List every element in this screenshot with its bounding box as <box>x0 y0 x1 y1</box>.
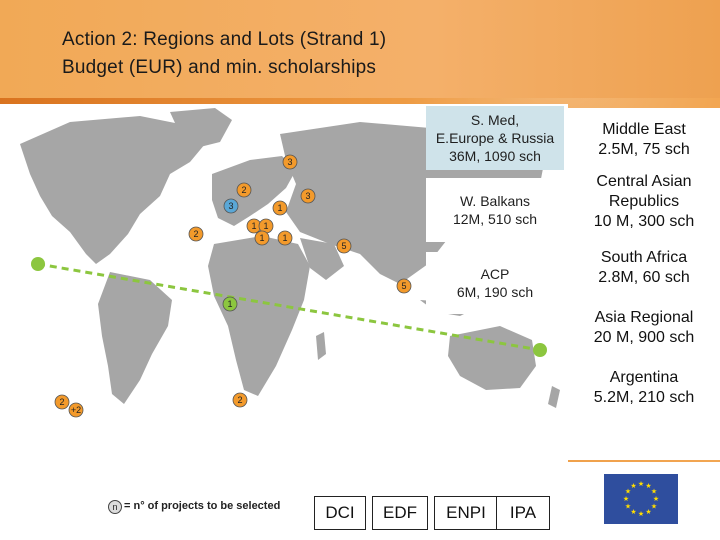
region-line: W. Balkans <box>459 193 531 209</box>
region-line: 36M, 1090 sch <box>449 148 541 164</box>
project-count-label: +2 <box>71 405 81 415</box>
eu-star-icon: ★ <box>645 482 651 490</box>
region-line: Republics <box>608 193 680 210</box>
region-box-smed: S. Med, E.Europe & Russia 36M, 1090 sch <box>426 106 564 170</box>
project-count-label: 2 <box>59 397 64 407</box>
project-count-label: 1 <box>259 233 264 243</box>
instrument-ipa: IPA <box>496 496 550 530</box>
eu-stars-icon: ★ ★★★★★★★★★★★ <box>623 480 659 518</box>
project-count-marker <box>232 392 248 408</box>
madagascar-shape <box>316 332 326 360</box>
project-count-label: 5 <box>341 241 346 251</box>
instrument-edf: EDF <box>372 496 428 530</box>
region-line: ACP <box>480 266 510 282</box>
project-count-marker <box>54 394 70 410</box>
title-line-1: Action 2: Regions and Lots (Strand 1) <box>62 29 387 50</box>
eu-star-icon: ★ <box>638 510 644 518</box>
eu-star-icon: ★ <box>653 495 659 503</box>
region-line: 2.8M, 60 sch <box>598 269 690 286</box>
project-count-label: 2 <box>237 395 242 405</box>
project-count-marker <box>277 230 293 246</box>
region-box-acp: ACP 6M, 190 sch <box>426 252 564 314</box>
region-line: Middle East <box>602 121 686 138</box>
eu-star-icon: ★ <box>651 488 657 496</box>
project-count-label: 2 <box>241 185 246 195</box>
eu-star-icon: ★ <box>623 495 629 503</box>
title-band <box>0 0 720 98</box>
instrument-dci: DCI <box>314 496 366 530</box>
eu-star-icon: ★ <box>645 508 651 516</box>
dashed-route-line <box>37 262 541 352</box>
africa-shape <box>208 236 310 396</box>
project-count-marker <box>254 230 270 246</box>
project-count-marker <box>223 198 239 214</box>
legend-marker-icon: n <box>108 500 122 514</box>
project-count-label: 1 <box>251 221 256 231</box>
region-line: South Africa <box>600 249 688 266</box>
region-line: 6M, 190 sch <box>456 284 534 300</box>
greenland-shape <box>170 108 232 148</box>
region-box-central-asia: Central Asian Republics 10 M, 300 sch <box>572 172 716 232</box>
region-line: 12M, 510 sch <box>452 211 538 227</box>
project-count-marker <box>282 154 298 170</box>
region-line: S. Med, <box>470 112 520 128</box>
region-line: 2.5M, 75 sch <box>598 141 690 158</box>
project-count-label: 1 <box>263 221 268 231</box>
project-count-marker <box>222 296 238 312</box>
region-box-middle-east: Middle East 2.5M, 75 sch <box>572 120 716 160</box>
region-box-asia-regional: Asia Regional 20 M, 900 sch <box>572 308 716 348</box>
title-line-2: Budget (EUR) and min. scholarships <box>62 57 377 78</box>
right-column-panel <box>568 108 720 460</box>
region-box-wbalkans: W. Balkans 12M, 510 sch <box>426 178 564 242</box>
eu-star-icon: ★ <box>630 482 636 490</box>
legend-text: = n° of projects to be selected <box>124 500 281 512</box>
project-count-label: 5 <box>401 281 406 291</box>
project-count-marker <box>396 278 412 294</box>
europe-shape <box>212 156 296 226</box>
region-line: 20 M, 900 sch <box>593 329 695 346</box>
project-count-marker <box>336 238 352 254</box>
region-line: Asia Regional <box>594 309 694 326</box>
instrument-enpi: ENPI <box>434 496 498 530</box>
australia-shape <box>448 326 536 390</box>
eu-star-icon: ★ <box>651 503 657 511</box>
eu-flag-logo: ★ ★ ★ ★ ★ ★ ★ ★ ★ ★ ★ ★ <box>604 474 678 524</box>
project-count-marker <box>300 188 316 204</box>
slide-title: Action 2: Regions and Lots (Strand 1) Bu… <box>62 26 386 82</box>
project-count-label: 1 <box>277 203 282 213</box>
region-line: 5.2M, 210 sch <box>593 389 695 406</box>
region-box-south-africa: South Africa 2.8M, 60 sch <box>572 248 716 288</box>
project-count-marker <box>188 226 204 242</box>
project-count-marker <box>272 200 288 216</box>
region-line: Central Asian <box>596 173 692 190</box>
route-endpoint-west <box>31 257 45 271</box>
project-count-label: 2 <box>193 229 198 239</box>
project-count-marker <box>236 182 252 198</box>
eu-star-icon: ★ <box>625 503 631 511</box>
region-box-argentina: Argentina 5.2M, 210 sch <box>572 368 716 408</box>
project-count-label: 3 <box>287 157 292 167</box>
eu-star-icon: ★ <box>630 508 636 516</box>
north-america-shape <box>20 116 205 264</box>
south-america-shape <box>98 272 172 404</box>
project-count-label: 3 <box>305 191 310 201</box>
region-line: 10 M, 300 sch <box>593 213 695 230</box>
project-count-marker <box>68 402 84 418</box>
region-line: E.Europe & Russia <box>435 130 555 146</box>
eu-star-icon: ★ <box>625 488 631 496</box>
project-count-label: 1 <box>282 233 287 243</box>
route-endpoint-east <box>533 343 547 357</box>
region-line: Argentina <box>609 369 679 386</box>
arabia-shape <box>300 238 344 280</box>
project-count-label: 3 <box>228 201 233 211</box>
new-zealand-shape <box>548 386 560 408</box>
eu-star-icon: ★ <box>638 480 644 488</box>
project-count-label: 1 <box>227 299 232 309</box>
